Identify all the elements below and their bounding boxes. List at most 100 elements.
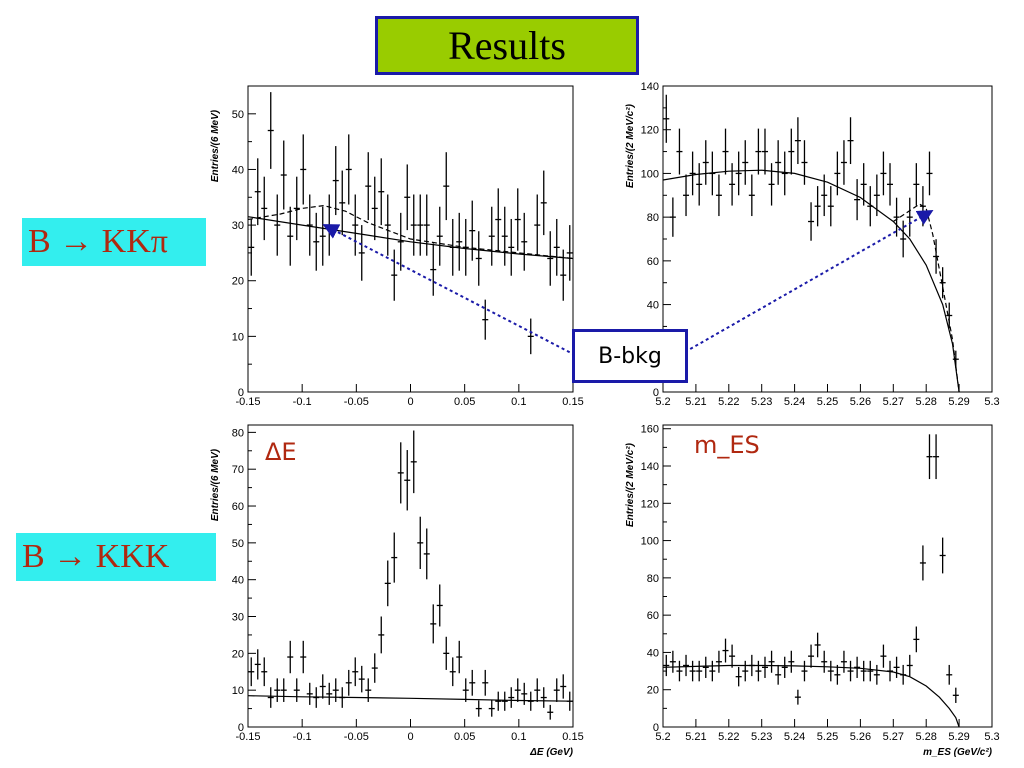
data-point (352, 194, 359, 256)
data-point (906, 654, 913, 677)
data-point (339, 687, 346, 708)
y-tick-label: 80 (232, 427, 244, 439)
x-tick-label: -0.05 (344, 731, 369, 743)
data-point (663, 654, 670, 677)
y-tick-label: 100 (641, 168, 659, 180)
data-point (287, 640, 294, 674)
data-point (794, 117, 801, 165)
chart-kkpi_mES: 0204060801001201405.25.215.225.235.245.2… (625, 81, 1000, 408)
data-point (808, 202, 815, 241)
data-point (527, 318, 534, 355)
data-point (722, 128, 729, 175)
data-point (814, 632, 821, 658)
data-point (715, 650, 722, 673)
data-point (952, 350, 959, 368)
data-point (482, 299, 489, 340)
data-point (553, 218, 560, 276)
chart-kkk_mES: 0 20 40 60 80 100 120 140 160 5.2 5.21 5.22 5.23 5.24… (625, 424, 1000, 758)
plot-frame (662, 424, 993, 728)
data-point (709, 151, 716, 196)
data-point (775, 140, 782, 185)
data-point (834, 664, 841, 685)
data-point (781, 656, 788, 678)
data-point (926, 151, 933, 196)
y-tick-label: 40 (647, 300, 659, 312)
data-point (527, 691, 534, 711)
data-point (867, 186, 874, 227)
data-point (384, 194, 391, 256)
data-point (919, 545, 926, 581)
y-tick-label: 0 (653, 387, 659, 399)
x-tick-label: 5.25 (817, 731, 838, 743)
y-tick-label: 80 (647, 573, 659, 585)
data-point (417, 516, 424, 570)
y-tick-label: 0 (653, 722, 659, 734)
fit-curve-background (662, 664, 960, 728)
data-point (827, 660, 834, 682)
y-tick-label: 120 (641, 498, 659, 510)
data-point (397, 212, 404, 271)
x-tick-label: 5.21 (685, 396, 706, 408)
data-point (946, 302, 953, 329)
data-point (821, 650, 828, 673)
data-point (469, 669, 476, 696)
y-axis-title: Entries/(2 MeV/c²) (625, 103, 636, 188)
data-point (722, 638, 729, 663)
data-point (280, 678, 287, 702)
y-tick-label: 60 (647, 610, 659, 622)
data-point (919, 186, 926, 227)
x-tick-label: 5.25 (817, 396, 838, 408)
data-point (534, 678, 541, 702)
data-point (683, 654, 690, 677)
data-point (391, 249, 398, 301)
fit-curve-background (662, 169, 960, 393)
data-point (248, 218, 255, 276)
x-tick-label: 5.22 (718, 396, 739, 408)
x-tick-label: 5.28 (915, 731, 936, 743)
data-point (488, 206, 495, 266)
decay-label-kkpi: B → KKπ (22, 218, 206, 266)
data-point (449, 218, 456, 276)
data-point (566, 225, 573, 281)
data-point (801, 660, 808, 682)
data-point (410, 194, 417, 256)
data-point (847, 660, 854, 682)
data-point (702, 656, 709, 678)
data-point (715, 174, 722, 217)
data-point (676, 660, 683, 682)
x-tick-label: 5.27 (883, 396, 904, 408)
x-tick-label: 5.26 (850, 396, 871, 408)
y-tick-label: 20 (232, 276, 244, 288)
data-point (248, 657, 255, 687)
data-point (566, 691, 573, 711)
data-point (893, 197, 900, 237)
x-axis-title: m_ES (GeV/c²) (923, 747, 993, 758)
x-tick-label: 5.28 (915, 396, 936, 408)
data-point (332, 146, 339, 216)
data-point (319, 674, 326, 699)
data-point (840, 650, 847, 673)
data-point (933, 239, 940, 274)
x-tick-label: 5.29 (948, 396, 969, 408)
panel-annotation: m_ES (694, 431, 760, 459)
y-tick-label: 40 (232, 164, 244, 176)
y-axis-title: Entries/(6 MeV) (210, 109, 221, 182)
data-point (352, 657, 359, 687)
x-tick-label: 5.24 (784, 731, 805, 743)
data-point (952, 687, 959, 703)
data-point (423, 528, 430, 580)
y-axis-title: Entries/(2 MeV/c²) (625, 442, 636, 527)
data-point (475, 700, 482, 717)
data-point (689, 660, 696, 682)
data-point (709, 660, 716, 682)
data-point (456, 212, 463, 271)
data-point (521, 212, 528, 271)
data-point (794, 689, 801, 705)
x-tick-label: 5.29 (948, 731, 969, 743)
x-tick-label: 0.15 (562, 731, 583, 743)
data-point (729, 644, 736, 668)
data-point (430, 243, 437, 296)
data-point (345, 669, 352, 696)
data-point (768, 163, 775, 206)
data-point (326, 682, 333, 705)
